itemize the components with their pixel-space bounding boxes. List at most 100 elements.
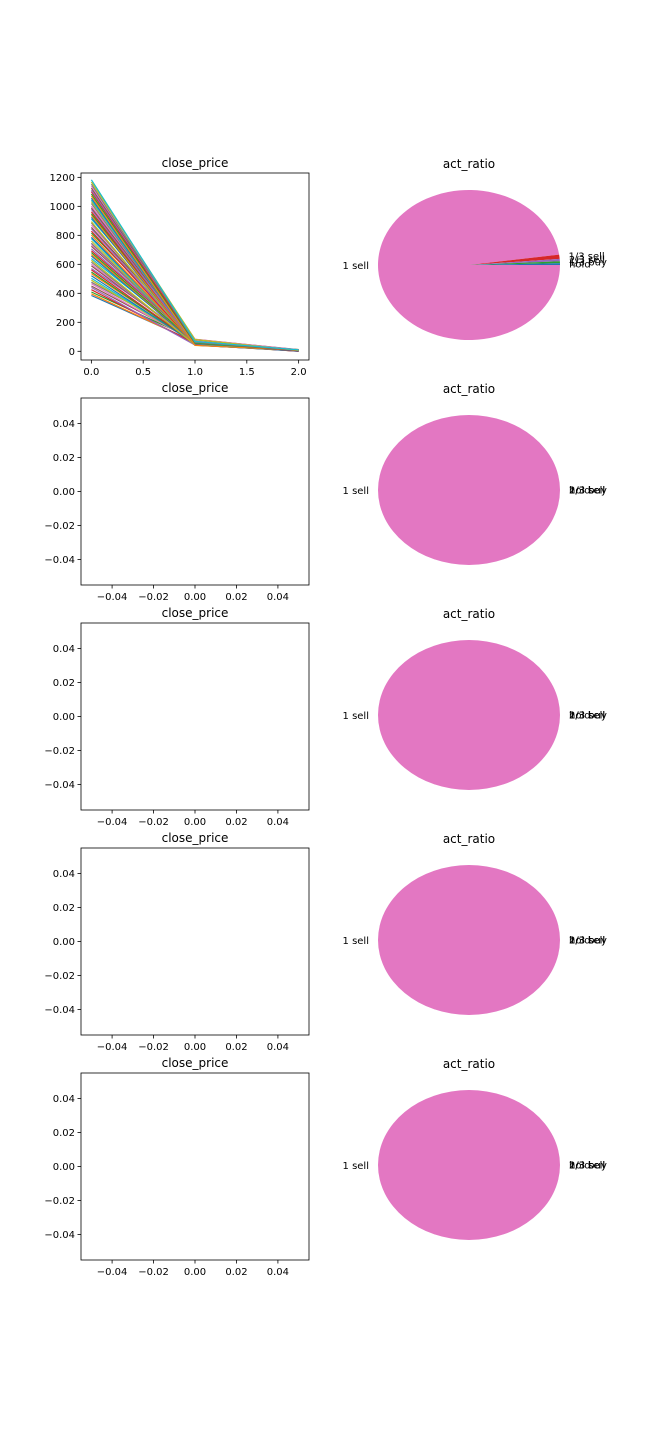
pie-label: 2/3 sell bbox=[569, 1161, 605, 1172]
pie-label: 1/3 sell bbox=[568, 251, 604, 262]
line-panel-3: close_price −0.04 −0.02 0.00 0.02 0.04 −0.04 −0… bbox=[44, 606, 310, 828]
pie-slice bbox=[378, 865, 560, 1015]
axes-frame bbox=[80, 1072, 310, 1261]
pie-label: 1/3 buy bbox=[569, 486, 607, 497]
y-tick-label: −0.02 bbox=[44, 521, 75, 532]
series-line bbox=[90, 181, 299, 351]
series-line bbox=[90, 195, 299, 351]
y-tick-label: 0.04 bbox=[53, 644, 75, 655]
series-line bbox=[90, 179, 299, 351]
chart-title: act_ratio bbox=[443, 157, 495, 171]
chart-title: act_ratio bbox=[443, 832, 495, 846]
pie-slice bbox=[469, 261, 560, 265]
y-tick-label: −0.04 bbox=[44, 555, 75, 566]
x-tick-label: 0.04 bbox=[267, 1267, 289, 1278]
axes-frame bbox=[80, 397, 310, 586]
x-tick-label: 0.04 bbox=[267, 817, 289, 828]
chart-title: act_ratio bbox=[443, 382, 495, 396]
pie-label: 2/3 sell bbox=[569, 936, 605, 947]
pie-label: hold bbox=[569, 1161, 591, 1172]
chart-title: act_ratio bbox=[443, 607, 495, 621]
y-tick-label: 0.04 bbox=[53, 869, 75, 880]
axes-frame bbox=[80, 847, 310, 1036]
y-tick-label: −0.04 bbox=[44, 780, 75, 791]
pie-label: 1 sell bbox=[343, 936, 369, 947]
y-tick-label: 0.02 bbox=[53, 453, 75, 464]
pie-label: 1/3 buy bbox=[569, 257, 607, 268]
x-tick-label: −0.04 bbox=[97, 817, 128, 828]
pie-label: 1 sell bbox=[343, 261, 369, 272]
pie-label: 1 sell bbox=[343, 711, 369, 722]
pie-label: hold bbox=[569, 486, 591, 497]
y-tick-label: 0.02 bbox=[53, 1128, 75, 1139]
chart-title: close_price bbox=[162, 156, 229, 170]
x-tick-label: −0.02 bbox=[138, 1267, 169, 1278]
y-tick-label: −0.04 bbox=[44, 1005, 75, 1016]
y-tick-label: −0.02 bbox=[44, 1196, 75, 1207]
pie-label: 1/3 sell bbox=[569, 711, 605, 722]
y-tick-label: 800 bbox=[56, 231, 75, 242]
chart-title: act_ratio bbox=[443, 1057, 495, 1071]
y-tick-label: −0.04 bbox=[44, 1230, 75, 1241]
x-tick-label: 2.0 bbox=[291, 367, 307, 378]
line-panel-4: close_price −0.04 −0.02 0.00 0.02 0.04 −0.04 −0… bbox=[44, 831, 310, 1053]
y-tick-label: 0.00 bbox=[53, 487, 75, 498]
pie-label: 1 sell bbox=[343, 1161, 369, 1172]
x-tick-label: 1.0 bbox=[187, 367, 203, 378]
y-tick-label: 0.04 bbox=[53, 1094, 75, 1105]
x-tick-label: 0.00 bbox=[184, 592, 206, 603]
x-tick-label: 0.00 bbox=[184, 1267, 206, 1278]
chart-title: close_price bbox=[162, 1056, 229, 1070]
pie-slice bbox=[378, 640, 560, 790]
pie-slice bbox=[378, 190, 561, 341]
x-tick-label: 1.5 bbox=[239, 367, 255, 378]
x-tick-label: 0.04 bbox=[267, 592, 289, 603]
y-tick-label: 0 bbox=[69, 347, 75, 358]
y-tick-label: 400 bbox=[56, 289, 75, 300]
x-tick-label: 0.00 bbox=[184, 1042, 206, 1053]
y-tick-label: 0.02 bbox=[53, 903, 75, 914]
pie-label: 1/3 sell bbox=[569, 486, 605, 497]
chart-title: close_price bbox=[162, 381, 229, 395]
pie-label: 1 sell bbox=[343, 486, 369, 497]
pie-label: hold bbox=[569, 259, 591, 270]
x-tick-label: 0.02 bbox=[225, 592, 247, 603]
line-panel-5: close_price −0.04 −0.02 0.00 0.02 0.04 −0.04 −0… bbox=[44, 1056, 310, 1278]
pie-slice bbox=[469, 263, 560, 265]
pie-slice bbox=[469, 254, 560, 265]
x-tick-label: −0.02 bbox=[138, 817, 169, 828]
y-tick-label: 600 bbox=[56, 260, 75, 271]
x-tick-label: −0.02 bbox=[138, 592, 169, 603]
x-tick-label: −0.04 bbox=[97, 592, 128, 603]
pie-label: hold bbox=[569, 936, 591, 947]
pie-label: 2/3 sell bbox=[569, 711, 605, 722]
x-tick-label: −0.04 bbox=[97, 1042, 128, 1053]
pie-label: 1/3 sell bbox=[569, 1161, 605, 1172]
x-tick-label: 0.00 bbox=[184, 817, 206, 828]
pie-label: 2/3 sell bbox=[569, 255, 605, 266]
chart-title: close_price bbox=[162, 606, 229, 620]
pie-slice bbox=[378, 1090, 560, 1240]
x-tick-label: 0.02 bbox=[225, 817, 247, 828]
y-tick-label: 1000 bbox=[50, 202, 75, 213]
x-tick-label: −0.04 bbox=[97, 1267, 128, 1278]
y-tick-label: 0.00 bbox=[53, 1162, 75, 1173]
chart-title: close_price bbox=[162, 831, 229, 845]
x-tick-label: −0.02 bbox=[138, 1042, 169, 1053]
pie-label: 1/3 buy bbox=[569, 936, 607, 947]
pie-label: 1/3 buy bbox=[569, 1161, 607, 1172]
pie-slice bbox=[378, 415, 560, 565]
pie-label: 1/3 buy bbox=[569, 711, 607, 722]
x-tick-label: 0.02 bbox=[225, 1042, 247, 1053]
x-tick-label: 0.0 bbox=[83, 367, 99, 378]
x-tick-label: 0.04 bbox=[267, 1042, 289, 1053]
x-tick-label: 0.5 bbox=[135, 367, 151, 378]
line-panel-1: close_price 0.0 0.5 1.0 1.5 2.0 0 200 400 600 800 1… bbox=[50, 156, 310, 378]
line-panel-2: close_price −0.04 −0.02 0.00 0.02 0.04 −0.04 −0… bbox=[44, 381, 310, 603]
axes-frame bbox=[80, 622, 310, 811]
y-tick-label: −0.02 bbox=[44, 971, 75, 982]
